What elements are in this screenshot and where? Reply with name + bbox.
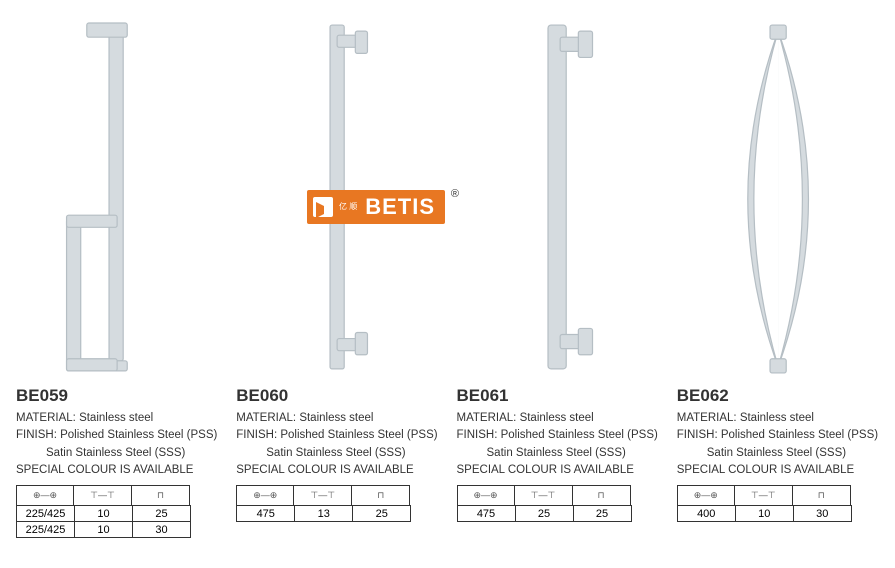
- dim-icon: ⊓: [793, 485, 851, 505]
- product-image: [457, 12, 659, 382]
- brand-name: BETIS: [365, 194, 435, 220]
- finish-label: FINISH:: [16, 429, 57, 441]
- product-card: BE059 MATERIAL: Stainless steel FINISH: …: [16, 12, 218, 556]
- product-code: BE062: [677, 386, 879, 406]
- product-code: BE061: [457, 386, 659, 406]
- dim-table: 475 13 25: [236, 505, 411, 522]
- dim-icon-row: ⊕—⊕ ⊤—⊤ ⊓: [457, 485, 659, 505]
- dimension-block: ⊕—⊕ ⊤—⊤ ⊓ 400 10 30: [677, 485, 879, 522]
- brand-logo-icon: [313, 197, 333, 217]
- dimension-block: ⊕—⊕ ⊤—⊤ ⊓ 475 25 25: [457, 485, 659, 522]
- product-spec: MATERIAL: Stainless steel FINISH: Polish…: [457, 410, 659, 479]
- special-colour-note: SPECIAL COLOUR IS AVAILABLE: [236, 464, 413, 476]
- dim-table: 225/425 10 25 225/425 10 30: [16, 505, 191, 538]
- product-spec: MATERIAL: Stainless steel FINISH: Polish…: [16, 410, 218, 479]
- dimension-block: ⊕—⊕ ⊤—⊤ ⊓ 225/425 10 25 225/425 10 30: [16, 485, 218, 538]
- product-grid: BE059 MATERIAL: Stainless steel FINISH: …: [16, 12, 879, 556]
- handle-illustration-be059: [16, 16, 218, 382]
- dim-icon-row: ⊕—⊕ ⊤—⊤ ⊓: [16, 485, 218, 505]
- dim-table: 400 10 30: [677, 505, 852, 522]
- dim-icon: ⊕—⊕: [16, 485, 74, 505]
- table-row: 475 13 25: [237, 506, 411, 522]
- dim-icon: ⊕—⊕: [677, 485, 735, 505]
- dimension-block: ⊕—⊕ ⊤—⊤ ⊓ 475 13 25: [236, 485, 438, 522]
- finish-label: FINISH:: [457, 429, 498, 441]
- table-row: 400 10 30: [677, 506, 851, 522]
- product-spec: MATERIAL: Stainless steel FINISH: Polish…: [677, 410, 879, 479]
- dim-icon: ⊤—⊤: [515, 485, 573, 505]
- dim-table: 475 25 25: [457, 505, 632, 522]
- dim-icon: ⊤—⊤: [294, 485, 352, 505]
- product-image: [16, 12, 218, 382]
- finish-value-2: Satin Stainless Steel (SSS): [677, 445, 879, 462]
- table-row: 225/425 10 25: [17, 506, 191, 522]
- product-card: BE062 MATERIAL: Stainless steel FINISH: …: [677, 12, 879, 556]
- registered-mark: ®: [451, 188, 459, 200]
- special-colour-note: SPECIAL COLOUR IS AVAILABLE: [16, 464, 193, 476]
- finish-value-2: Satin Stainless Steel (SSS): [16, 445, 218, 462]
- dim-icon-row: ⊕—⊕ ⊤—⊤ ⊓: [677, 485, 879, 505]
- table-row: 225/425 10 30: [17, 522, 191, 538]
- finish-value-2: Satin Stainless Steel (SSS): [236, 445, 438, 462]
- finish-label: FINISH:: [677, 429, 718, 441]
- dim-icon: ⊓: [352, 485, 410, 505]
- table-row: 475 25 25: [457, 506, 631, 522]
- dim-icon: ⊤—⊤: [735, 485, 793, 505]
- material-value: Stainless steel: [79, 412, 153, 424]
- product-code: BE059: [16, 386, 218, 406]
- product-code: BE060: [236, 386, 438, 406]
- dim-icon: ⊤—⊤: [74, 485, 132, 505]
- special-colour-note: SPECIAL COLOUR IS AVAILABLE: [457, 464, 634, 476]
- brand-sub: 亿 顺: [339, 203, 357, 211]
- material-value: Stainless steel: [740, 412, 814, 424]
- dim-icon: ⊕—⊕: [457, 485, 515, 505]
- product-card: BE061 MATERIAL: Stainless steel FINISH: …: [457, 12, 659, 556]
- finish-label: FINISH:: [236, 429, 277, 441]
- product-image: [677, 12, 879, 382]
- material-label: MATERIAL:: [457, 412, 517, 424]
- handle-illustration-be061: [457, 16, 659, 382]
- finish-value-1: Polished Stainless Steel (PSS): [60, 429, 217, 441]
- material-label: MATERIAL:: [16, 412, 76, 424]
- dim-icon-row: ⊕—⊕ ⊤—⊤ ⊓: [236, 485, 438, 505]
- finish-value-1: Polished Stainless Steel (PSS): [280, 429, 437, 441]
- material-label: MATERIAL:: [236, 412, 296, 424]
- handle-illustration-be062: [677, 16, 879, 382]
- dim-icon: ⊕—⊕: [236, 485, 294, 505]
- brand-logo: 亿 顺 BETIS ®: [307, 190, 445, 224]
- finish-value-1: Polished Stainless Steel (PSS): [721, 429, 878, 441]
- dim-icon: ⊓: [132, 485, 190, 505]
- material-label: MATERIAL:: [677, 412, 737, 424]
- material-value: Stainless steel: [299, 412, 373, 424]
- product-spec: MATERIAL: Stainless steel FINISH: Polish…: [236, 410, 438, 479]
- finish-value-1: Polished Stainless Steel (PSS): [501, 429, 658, 441]
- finish-value-2: Satin Stainless Steel (SSS): [457, 445, 659, 462]
- material-value: Stainless steel: [520, 412, 594, 424]
- product-card: BE060 MATERIAL: Stainless steel FINISH: …: [236, 12, 438, 556]
- dim-icon: ⊓: [573, 485, 631, 505]
- special-colour-note: SPECIAL COLOUR IS AVAILABLE: [677, 464, 854, 476]
